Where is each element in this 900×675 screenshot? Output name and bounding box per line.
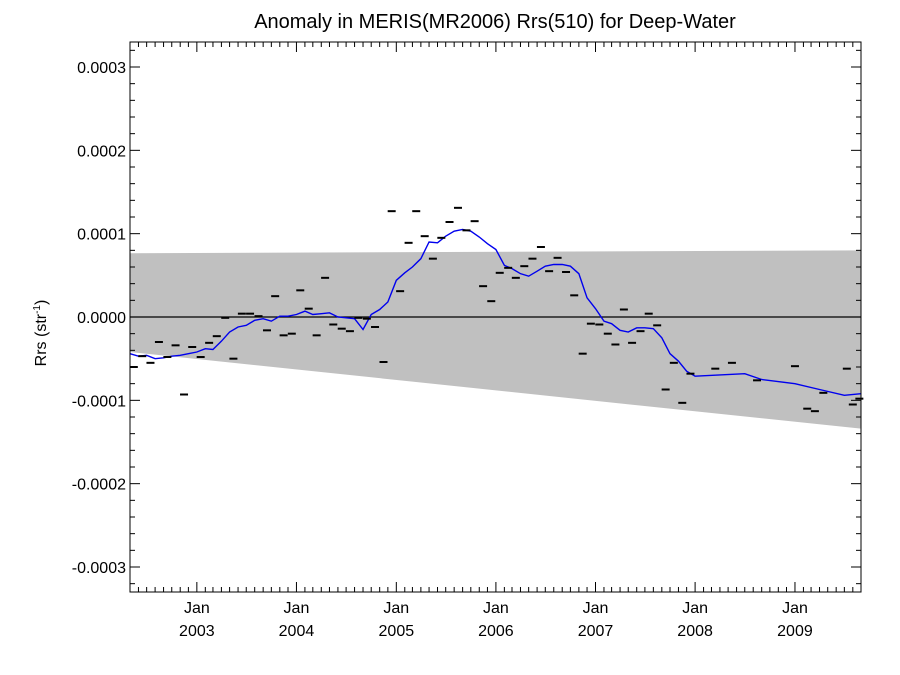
x-tick-label-year: 2009: [777, 623, 813, 640]
running-mean-line: [129, 228, 862, 397]
x-tick-label-year: 2007: [578, 623, 614, 640]
x-tick-label-year: 2003: [179, 623, 215, 640]
y-axis-label: Rrs (str-1): [32, 300, 50, 367]
y-tick-label: 0.0003: [77, 60, 126, 77]
x-tick-label-month: Jan: [483, 600, 509, 617]
x-tick-label-year: 2008: [677, 623, 713, 640]
y-axis: -0.0003 -0.0002 -0.0001 0.0000 0.0001 0.0002 0…: [72, 49, 861, 585]
band-area: [130, 250, 861, 429]
x-tick-label-month: Jan: [383, 600, 409, 617]
y-tick-label: -0.0002: [72, 477, 126, 494]
x-tick-label-month: Jan: [583, 600, 609, 617]
x-axis: Jan 2003 Jan 2004 Jan 2005 Jan 2006 Jan 2007 Jan 20…: [129, 42, 854, 640]
monthly-anomaly-series: [129, 206, 864, 413]
y-tick-label: 0.0000: [77, 310, 126, 327]
running-mean-series: [129, 228, 862, 397]
x-tick-label-month: Jan: [284, 600, 310, 617]
confidence-band: [130, 250, 861, 429]
x-tick-label-month: Jan: [782, 600, 808, 617]
y-tick-label: 0.0001: [77, 227, 126, 244]
x-tick-label-month: Jan: [682, 600, 708, 617]
chart-title: Anomaly in MERIS(MR2006) Rrs(510) for De…: [254, 11, 736, 33]
x-tick-label-year: 2006: [478, 623, 514, 640]
y-tick-label: 0.0002: [77, 143, 126, 160]
y-tick-label: -0.0003: [72, 560, 126, 577]
x-tick-label-year: 2005: [379, 623, 415, 640]
x-tick-label-month: Jan: [184, 600, 210, 617]
y-tick-label: -0.0001: [72, 393, 126, 410]
x-tick-label-year: 2004: [279, 623, 315, 640]
